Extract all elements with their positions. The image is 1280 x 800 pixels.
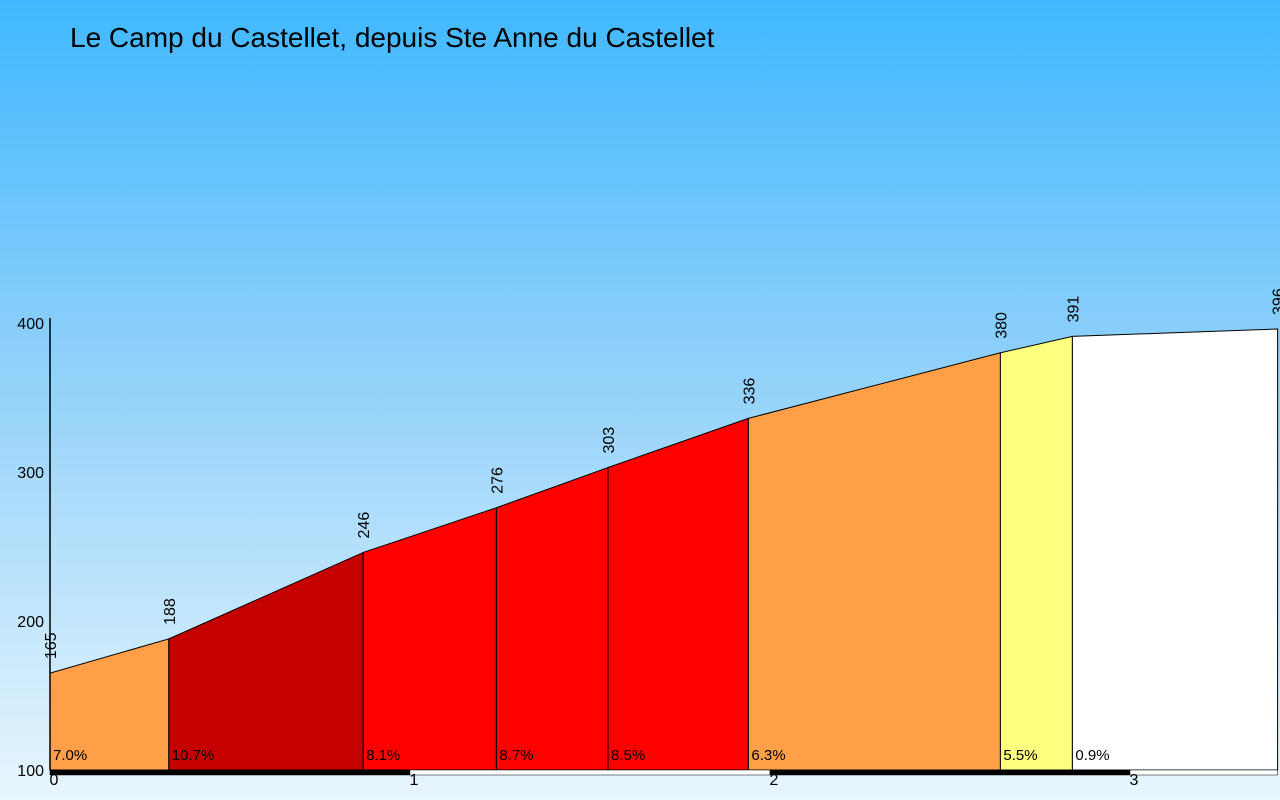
grade-label-5: 6.3% <box>751 747 785 764</box>
grade-label-2: 8.1% <box>366 747 400 764</box>
y-tick-label-2: 300 <box>17 465 44 482</box>
profile-segment-4 <box>607 417 749 771</box>
x-tick-label-2: 2 <box>770 772 779 789</box>
x-tick-label-3: 3 <box>1130 772 1139 789</box>
x-scale-bar-2 <box>769 769 1131 776</box>
profile-segment-2 <box>362 507 497 771</box>
elevation-label-8: 396 <box>1271 288 1280 315</box>
grade-label-4: 8.5% <box>611 747 645 764</box>
grade-label-0: 7.0% <box>53 747 87 764</box>
elevation-label-2: 246 <box>356 512 373 539</box>
labels-layer: 7.0% 10.7% 8.1% 8.7% 8.5% 6.3% 5.5% 0.9% 165 188 2… <box>43 288 1280 764</box>
segments-layer <box>49 328 1279 771</box>
grade-label-1: 10.7% <box>172 747 215 764</box>
axes-layer: 100 200 300 400 0 1 2 3 <box>17 316 1278 789</box>
elevation-label-3: 276 <box>489 467 506 494</box>
profile-segment-5 <box>747 352 1001 771</box>
profile-segment-7 <box>1071 328 1279 771</box>
elevation-label-0: 165 <box>43 632 60 659</box>
profile-segment-6 <box>999 335 1073 771</box>
chart-title: Le Camp du Castellet, depuis Ste Anne du… <box>70 22 715 53</box>
grade-label-3: 8.7% <box>499 747 533 764</box>
elevation-label-6: 380 <box>993 312 1010 339</box>
profile-segment-1 <box>168 551 364 771</box>
x-scale-bar-0 <box>49 769 411 776</box>
elevation-label-1: 188 <box>162 598 179 625</box>
elevation-label-4: 303 <box>601 427 618 454</box>
x-tick-label-1: 1 <box>410 772 419 789</box>
y-tick-label-1: 200 <box>17 614 44 631</box>
profile-segment-3 <box>495 466 609 771</box>
elevation-label-7: 391 <box>1065 296 1082 323</box>
grade-label-7: 0.9% <box>1075 747 1109 764</box>
y-tick-label-0: 100 <box>17 763 44 780</box>
x-scale-bar-3 <box>1129 769 1278 776</box>
x-scale-bar-1 <box>409 769 771 776</box>
grade-label-6: 5.5% <box>1003 747 1037 764</box>
y-tick-label-3: 400 <box>17 316 44 333</box>
elevation-label-5: 336 <box>741 378 758 405</box>
x-tick-label-0: 0 <box>50 772 59 789</box>
